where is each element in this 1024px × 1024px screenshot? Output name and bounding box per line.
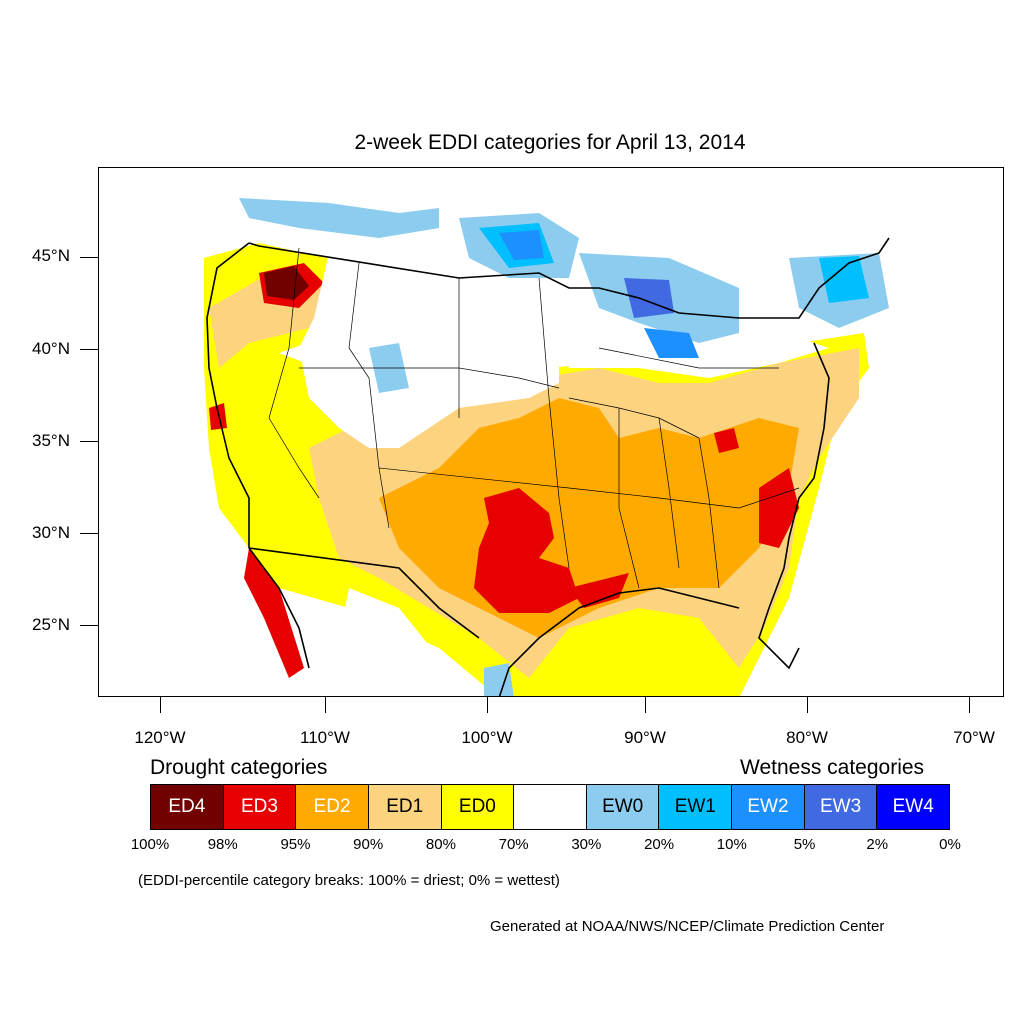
lon-tick [160, 697, 161, 713]
legend-box-ew2: EW2 [732, 785, 805, 829]
lon-tick [807, 697, 808, 713]
ed3-cal [209, 403, 227, 430]
percent-break-label: 10% [716, 836, 747, 853]
ew1-northeast [819, 256, 869, 303]
lat-tick [80, 349, 98, 350]
lat-tick [80, 441, 98, 442]
legend-box-ed4: ED4 [151, 785, 224, 829]
lat-label-30: 30°N [32, 523, 70, 542]
legend-box-ew4: EW4 [877, 785, 950, 829]
percent-break-label: 20% [644, 836, 675, 853]
wetness-heading: Wetness categories [740, 756, 925, 779]
legend-box-ew0: EW0 [586, 785, 660, 829]
lat-tick [80, 625, 98, 626]
lon-tick [325, 697, 326, 713]
lat-tick [80, 533, 98, 534]
legend-box-ed2: ED2 [296, 785, 369, 829]
legend-box-ed0: ED0 [441, 785, 515, 829]
ew3-lakes [624, 278, 674, 318]
lon-label-90: 90°W [624, 728, 666, 747]
percent-break-label: 95% [280, 836, 311, 853]
percent-break-label: 0% [939, 836, 961, 853]
legend-box-ed3: ED3 [223, 785, 297, 829]
percent-break-label: 2% [866, 836, 889, 853]
ed3-east1 [714, 428, 739, 453]
coastlines [206, 237, 890, 696]
ew0-canada-west [239, 198, 439, 238]
percent-break-label: 80% [425, 836, 456, 853]
lat-tick [80, 257, 98, 258]
neutral-region [299, 253, 559, 448]
percent-break-label: 98% [207, 836, 238, 853]
lon-label-80: 80°W [786, 728, 828, 747]
lon-tick [487, 697, 488, 713]
ed4-region [264, 266, 309, 300]
percent-break-label: 5% [793, 836, 816, 853]
ed3-texas [474, 488, 579, 613]
lat-label-40: 40°N [32, 339, 70, 358]
lon-label-70: 70°W [953, 728, 995, 747]
percent-break-label: 100% [130, 836, 170, 853]
lat-label-35: 35°N [32, 431, 70, 450]
state-borders [268, 247, 800, 589]
category-legend: ED4 ED3 ED2 ED1 ED0 EW0 EW1 EW2 EW3 EW4 [150, 784, 950, 830]
percent-break-label: 70% [498, 836, 529, 853]
lat-label-45: 45°N [32, 246, 70, 265]
category-note: (EDDI-percentile category breaks: 100% =… [138, 872, 560, 889]
legend-box-ew3: EW3 [804, 785, 878, 829]
legend-box-ed1: ED1 [368, 785, 442, 829]
lon-label-110: 110°W [300, 728, 350, 747]
ew2-superior [499, 230, 544, 260]
drought-heading: Drought categories [150, 756, 328, 779]
map-title: 2-week EDDI categories for April 13, 201… [354, 131, 746, 154]
lon-tick [645, 697, 646, 713]
ew0-gulf [484, 663, 514, 696]
neutral-southwest [339, 588, 439, 693]
credit-line: Generated at NOAA/NWS/NCEP/Climate Predi… [490, 918, 885, 935]
legend-box-ew1: EW1 [659, 785, 733, 829]
ed3-south [569, 573, 629, 608]
lon-label-120: 120°W [134, 728, 186, 747]
legend-box-neutral [514, 785, 587, 829]
percent-break-label: 30% [571, 836, 602, 853]
lat-label-25: 25°N [32, 615, 70, 634]
lon-tick [969, 697, 970, 713]
eddi-map [204, 198, 890, 696]
ed3-east2 [759, 468, 799, 548]
map-area [98, 167, 1004, 697]
ed3-baja [244, 548, 304, 678]
percent-break-label: 90% [353, 836, 384, 853]
lon-label-100: 100°W [461, 728, 513, 747]
ew2-lakes [644, 328, 699, 358]
